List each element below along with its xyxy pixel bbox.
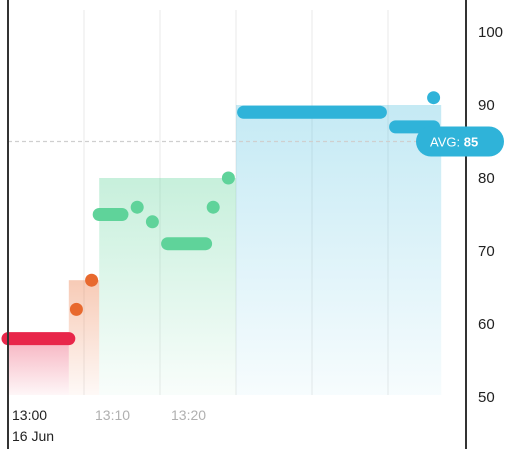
x-tick-label: 13:20 — [171, 407, 206, 423]
x-tick-label: 13:00 — [12, 407, 47, 423]
avg-badge-background — [416, 126, 504, 157]
y-axis: 50 60 70 80 90 100 — [478, 24, 503, 406]
x-tick-sublabel: 16 Jun — [12, 428, 54, 444]
y-tick-label: 80 — [478, 170, 495, 187]
avg-badge: AVG: 85 — [416, 126, 504, 157]
y-tick-label: 70 — [478, 243, 495, 260]
y-tick-label: 90 — [478, 97, 495, 114]
y-tick-label: 50 — [478, 389, 495, 406]
avg-badge-label: AVG: 85 — [430, 135, 478, 150]
data-point-orange — [69, 302, 83, 316]
data-point-green — [206, 200, 220, 214]
area-fill-red — [8, 338, 69, 395]
data-marks — [1, 91, 441, 346]
x-axis: 13:00 16 Jun 13:10 13:20 — [12, 407, 206, 444]
avg-badge-value: 85 — [464, 135, 478, 150]
area-fills — [8, 105, 442, 395]
x-tick-label: 13:10 — [95, 407, 130, 423]
y-tick-label: 100 — [478, 24, 503, 41]
area-fill-blue — [236, 105, 442, 395]
y-tick-label: 60 — [478, 316, 495, 333]
data-point-green — [130, 200, 144, 214]
avg-badge-prefix: AVG: — [430, 135, 460, 150]
data-point-blue — [427, 91, 441, 105]
data-point-orange — [85, 273, 99, 287]
data-point-green — [221, 171, 235, 185]
data-point-green — [145, 215, 159, 229]
